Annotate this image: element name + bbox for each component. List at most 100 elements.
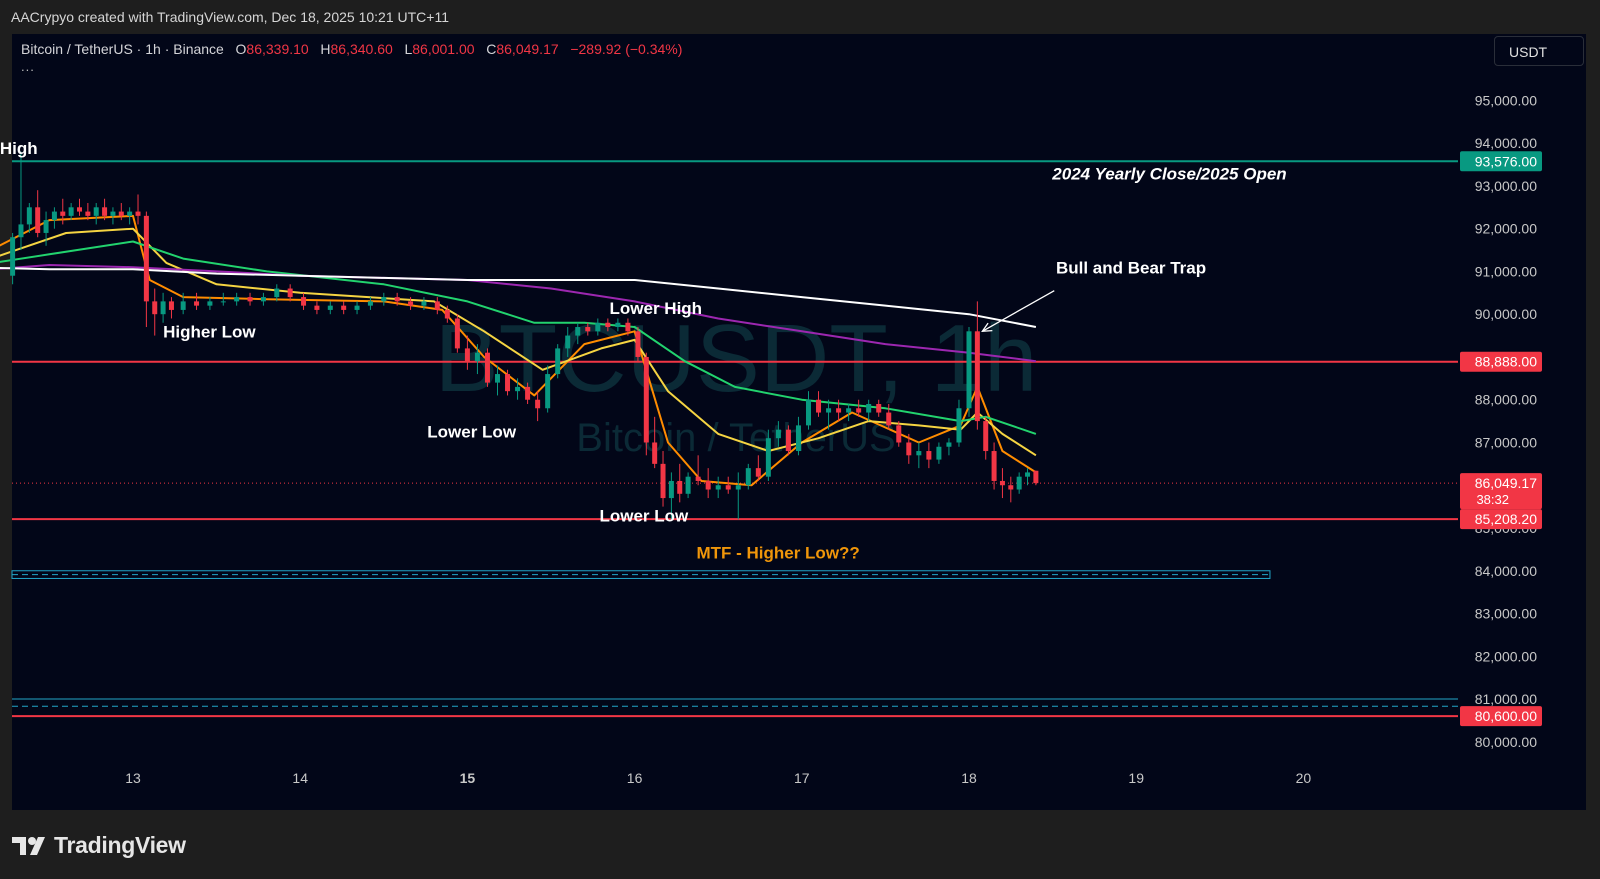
candle-body bbox=[876, 403, 882, 413]
candle-body bbox=[906, 442, 912, 456]
price-level-badge-label: 80,600.00 bbox=[1475, 708, 1537, 724]
candle-body bbox=[896, 425, 902, 443]
y-tick-label: 83,000.00 bbox=[1475, 606, 1537, 622]
x-tick-label: 20 bbox=[1296, 770, 1312, 786]
candle-body bbox=[247, 297, 253, 302]
candle-body bbox=[983, 421, 989, 452]
candle-body bbox=[999, 480, 1005, 486]
candle-body bbox=[575, 327, 581, 336]
tradingview-logo-icon bbox=[12, 836, 45, 855]
candle-body bbox=[381, 297, 387, 302]
candle-body bbox=[755, 468, 761, 477]
candle-body bbox=[60, 211, 66, 216]
candle-body bbox=[555, 348, 561, 375]
candle-body bbox=[43, 220, 49, 233]
candle-body bbox=[341, 305, 347, 310]
last-price-label: 86,049.17 bbox=[1475, 475, 1537, 491]
trap-arrow-head bbox=[981, 322, 993, 333]
candle-body bbox=[354, 305, 360, 310]
candle-body bbox=[102, 207, 108, 216]
candle-body bbox=[625, 322, 631, 332]
candle-body bbox=[715, 485, 721, 490]
chart-credit: AACrypyo created with TradingView.com, D… bbox=[11, 9, 449, 25]
candle-body bbox=[795, 425, 801, 452]
chart-annotation: wer High bbox=[0, 139, 38, 158]
candle-body bbox=[668, 480, 674, 499]
moving-average-line bbox=[0, 227, 1037, 457]
chart-annotation: Lower Low bbox=[427, 422, 517, 441]
y-tick-label: 81,000.00 bbox=[1475, 691, 1537, 707]
y-tick-label: 80,000.00 bbox=[1475, 734, 1537, 750]
chart-annotation: Lower Low bbox=[599, 507, 689, 526]
candle-body bbox=[68, 207, 74, 216]
candle-body bbox=[408, 301, 414, 306]
last-price-badge bbox=[1460, 473, 1542, 510]
candle-body bbox=[643, 356, 649, 443]
candle-body bbox=[367, 301, 373, 306]
candle-body bbox=[956, 408, 962, 443]
currency-button[interactable]: USDT bbox=[1494, 36, 1584, 66]
candle-body bbox=[194, 301, 200, 306]
y-tick-label: 93,000.00 bbox=[1475, 178, 1537, 194]
y-tick-label: 90,000.00 bbox=[1475, 306, 1537, 322]
price-level-badge-label: 88,888.00 bbox=[1475, 354, 1537, 370]
candle-body bbox=[685, 476, 691, 494]
tradingview-logo-text: TradingView bbox=[54, 832, 186, 858]
candle-body bbox=[118, 211, 124, 216]
candle-body bbox=[966, 331, 972, 409]
candle-body bbox=[605, 322, 611, 328]
candle-body bbox=[152, 301, 158, 315]
legend-more-button[interactable]: ... bbox=[21, 59, 35, 74]
y-tick-label: 95,000.00 bbox=[1475, 92, 1537, 108]
candle-body bbox=[856, 408, 862, 413]
open-label: O bbox=[235, 41, 247, 57]
candle-body bbox=[234, 297, 240, 302]
price-level-badge bbox=[1460, 351, 1542, 372]
symbol-title[interactable]: Bitcoin / TetherUS · 1h · Binance bbox=[21, 41, 224, 57]
candle-body bbox=[866, 403, 872, 413]
low-label: L bbox=[404, 41, 413, 57]
candle-body bbox=[991, 451, 997, 481]
symbol-legend: Bitcoin / TetherUS · 1h · Binance O86,33… bbox=[21, 41, 683, 74]
candle-body bbox=[515, 386, 521, 392]
price-level-badge bbox=[1460, 706, 1542, 727]
price-level-badge bbox=[1460, 509, 1542, 530]
trap-arrow-line bbox=[982, 290, 1055, 332]
candle-body bbox=[745, 468, 751, 486]
y-tick-label: 92,000.00 bbox=[1475, 221, 1537, 237]
countdown-label: 38:32 bbox=[1476, 492, 1509, 507]
chart-pane[interactable] bbox=[12, 34, 1586, 810]
footer bbox=[0, 810, 1600, 879]
candle-body bbox=[464, 348, 470, 362]
chart-annotation: 2024 Yearly Close/2025 Open bbox=[1051, 165, 1286, 184]
candle-body bbox=[595, 322, 601, 332]
candle-body bbox=[474, 352, 480, 362]
close-value: 86,049.17 bbox=[496, 41, 559, 57]
x-tick-label: 16 bbox=[627, 770, 643, 786]
price-level-badge bbox=[1460, 151, 1542, 172]
candle-body bbox=[926, 451, 932, 460]
candle-body bbox=[394, 297, 400, 302]
candle-body bbox=[127, 211, 133, 216]
tradingview-logo[interactable]: TradingView bbox=[12, 832, 186, 859]
low-value: 86,001.00 bbox=[412, 41, 475, 57]
high-value: 86,340.60 bbox=[330, 41, 393, 57]
candle-body bbox=[220, 301, 226, 303]
candle-body bbox=[565, 335, 571, 349]
candle-body bbox=[85, 211, 91, 216]
change-value: −289.92 (−0.34%) bbox=[570, 41, 683, 57]
candle-body bbox=[974, 331, 980, 422]
candle-body bbox=[160, 301, 166, 315]
candle-body bbox=[765, 438, 771, 477]
candle-body bbox=[207, 301, 213, 306]
x-tick-label: 17 bbox=[794, 770, 810, 786]
top-bar: AACrypyo created with TradingView.com, D… bbox=[0, 0, 1600, 34]
candle-body bbox=[135, 211, 141, 216]
candle-body bbox=[143, 215, 149, 302]
candle-body bbox=[10, 237, 16, 276]
candle-body bbox=[505, 374, 511, 392]
candle-body bbox=[484, 352, 490, 383]
candle-body bbox=[26, 207, 32, 225]
candle-body bbox=[1016, 476, 1022, 490]
